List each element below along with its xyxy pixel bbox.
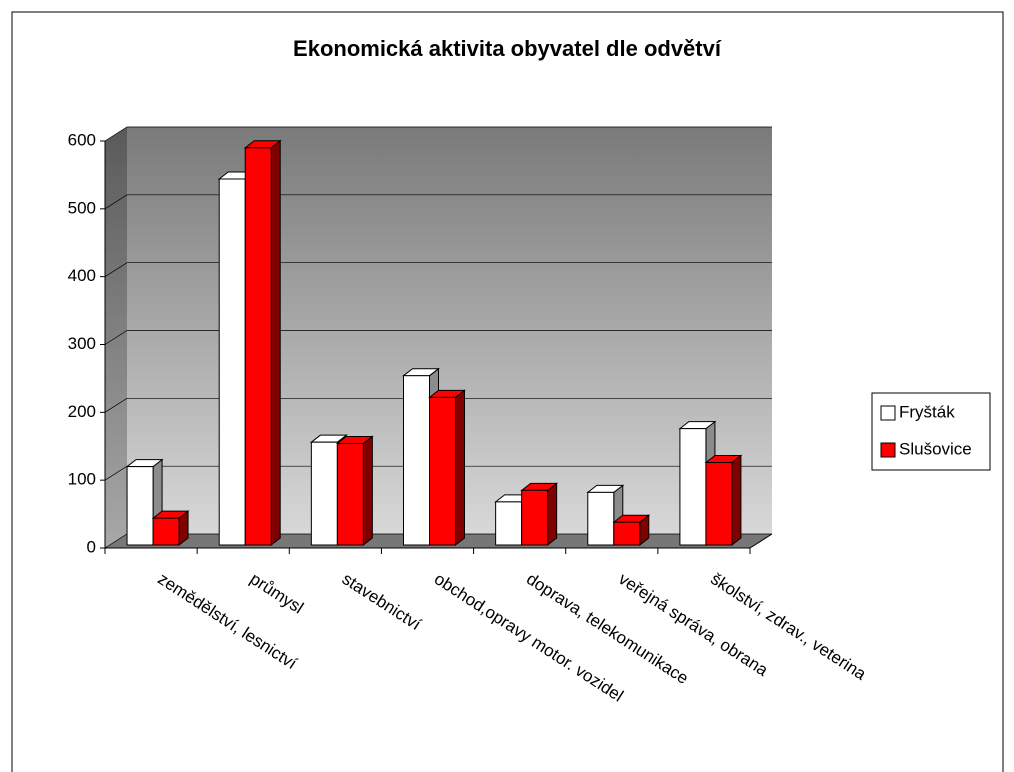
bar-front: [429, 396, 456, 546]
y-tick-label: 200: [68, 402, 96, 421]
x-tick-label: stavebnictví: [339, 569, 425, 634]
y-tick-label: 600: [68, 130, 96, 149]
y-tick-label: 100: [68, 470, 96, 489]
bar-front: [613, 521, 641, 546]
legend-label: Slušovice: [899, 439, 972, 458]
bar-front: [705, 462, 733, 546]
grid-line: [104, 126, 772, 142]
y-tick-label: 500: [68, 198, 96, 217]
bar-side: [362, 435, 373, 547]
bar-front: [244, 147, 272, 546]
grid-line: [104, 262, 772, 277]
bar: [402, 367, 440, 547]
y-tick-label: 400: [68, 266, 96, 285]
legend-swatch: [880, 405, 896, 421]
bar: [612, 514, 651, 547]
floor-edge: [749, 533, 773, 549]
bar-front: [521, 489, 549, 546]
x-tick-label: průmysl: [247, 569, 307, 617]
legend-swatch: [880, 442, 896, 458]
bar: [586, 484, 625, 547]
bar-front: [403, 375, 430, 546]
chart-title: Ekonomická aktivita obyvatel dle odvětví: [293, 36, 722, 61]
bar-front: [587, 491, 615, 546]
bar: [243, 139, 282, 547]
bar-front: [679, 428, 707, 546]
x-tick-label: veřejná správa, obrana: [615, 569, 772, 680]
x-tick-label: doprava, telekomunikace: [523, 569, 692, 688]
bar-front: [310, 441, 338, 546]
grid-line: [104, 194, 772, 210]
y-tick-label: 300: [68, 334, 96, 353]
bar-side: [731, 454, 742, 547]
bar-front: [218, 178, 246, 546]
grid-line: [104, 397, 772, 413]
bar-front: [495, 501, 523, 546]
chart-border: [11, 11, 1004, 772]
bar-side: [455, 389, 465, 547]
bar-front: [152, 517, 180, 546]
bar: [151, 510, 190, 547]
legend-label: Fryšták: [899, 402, 955, 421]
bar: [335, 435, 374, 547]
x-tick-label: obchod,opravy motor. vozidel: [431, 569, 627, 705]
bar: [428, 389, 466, 547]
bar-front: [126, 466, 154, 546]
bar: [704, 454, 743, 547]
bar-side: [547, 482, 558, 547]
grid-line: [104, 330, 772, 345]
bar-front: [336, 443, 364, 546]
x-tick-label: školství, zdrav., veterina: [707, 569, 870, 684]
bar: [520, 482, 559, 547]
bar-side: [270, 139, 281, 547]
y-tick-label: 0: [87, 537, 96, 556]
